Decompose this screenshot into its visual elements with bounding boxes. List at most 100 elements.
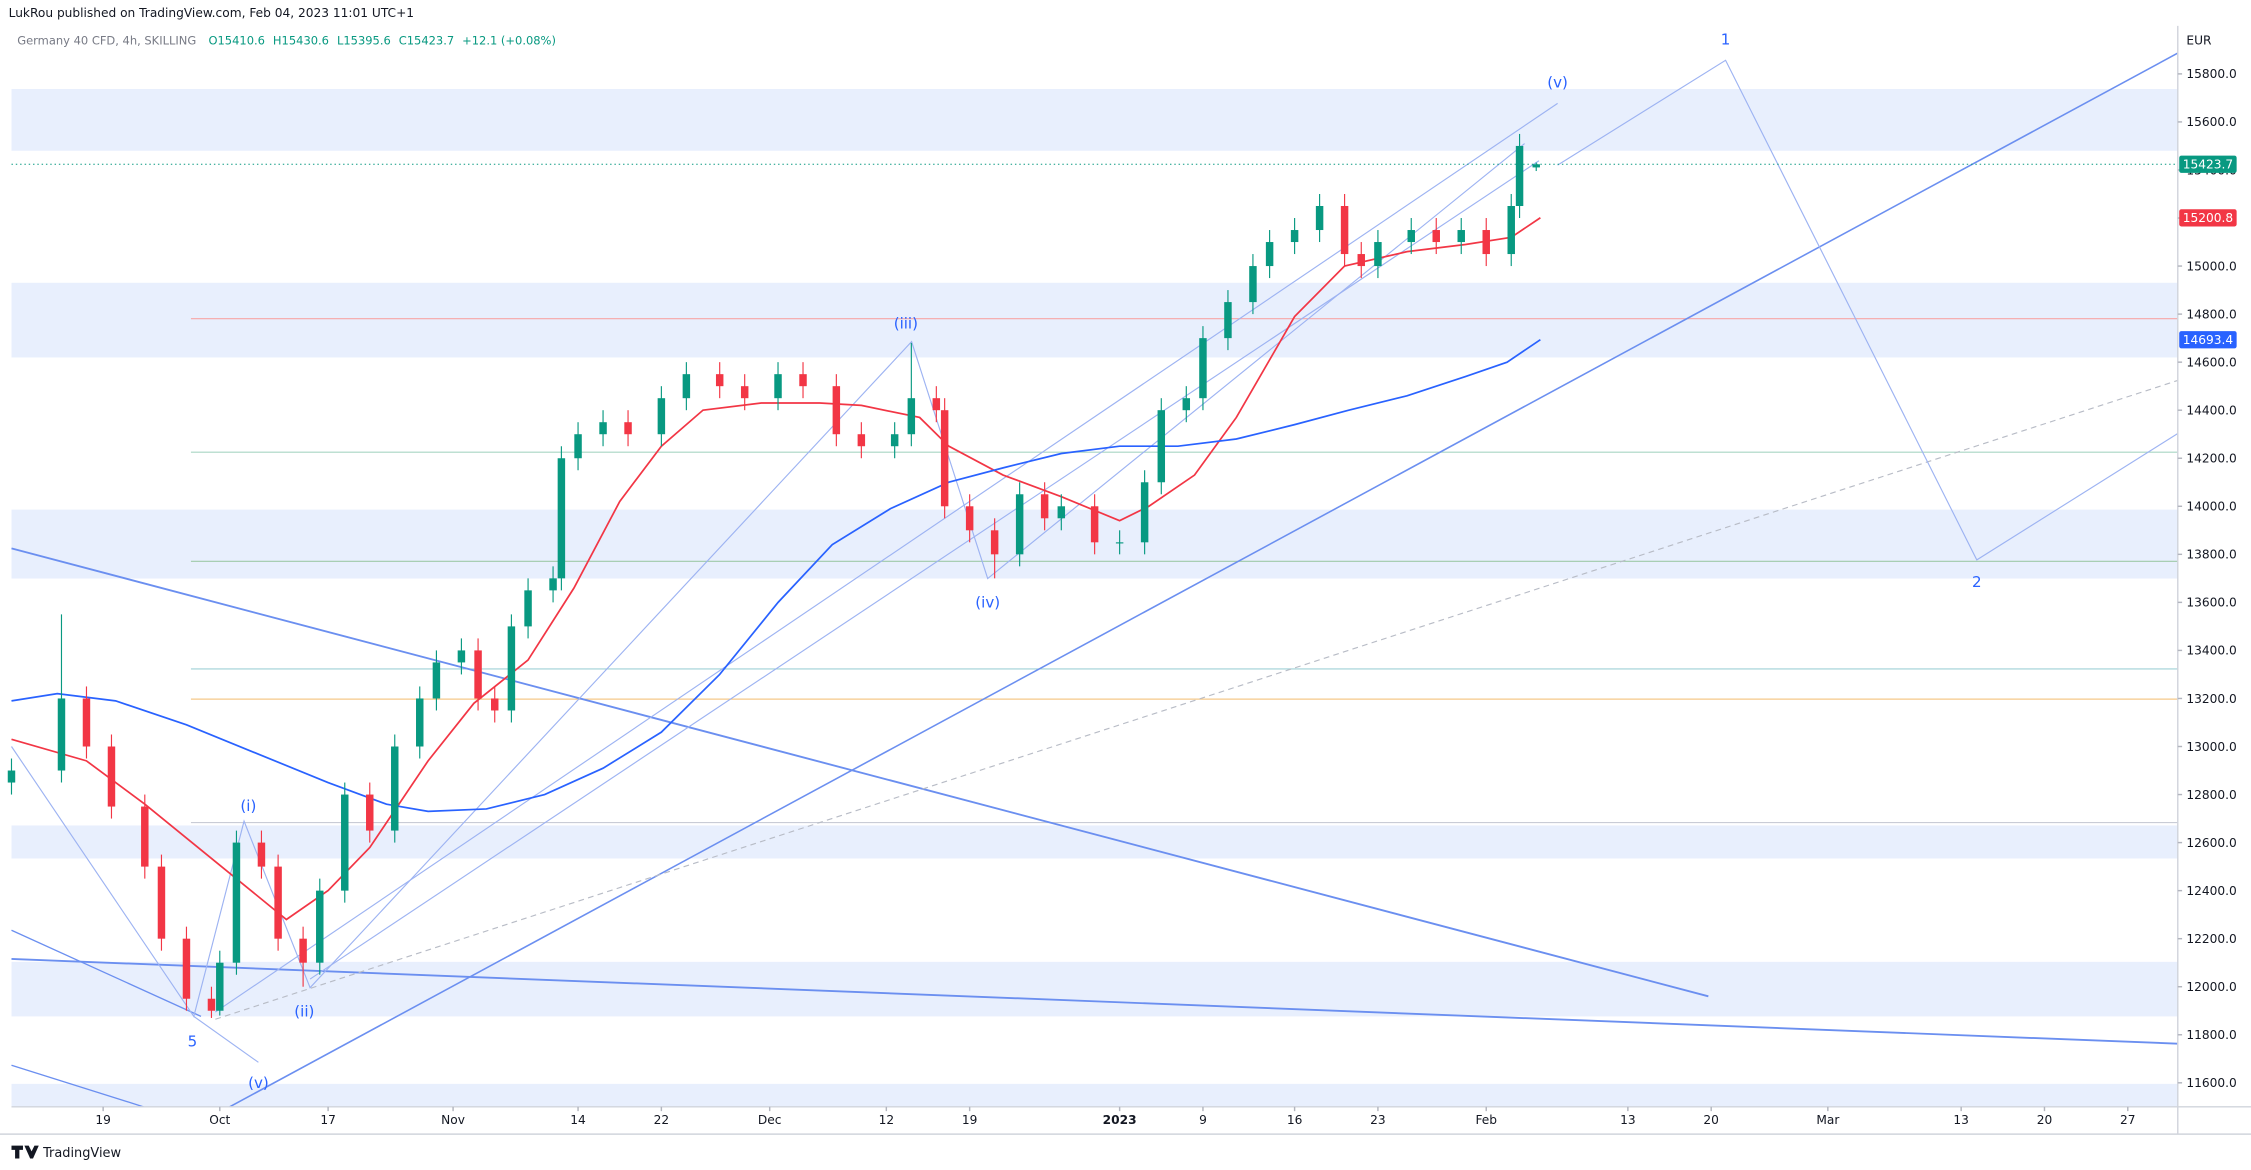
wave-label: 1 (1721, 31, 1731, 49)
y-tick-label: 12800.0 (2186, 788, 2236, 802)
ohlc: C15423.7 (399, 34, 454, 48)
candle-body (457, 650, 466, 663)
moving-average (11, 338, 1541, 813)
price-tag (2179, 155, 2237, 173)
candle-body (549, 578, 557, 591)
symbol-info: Germany 40 CFD, 4h, SKILLING O15410.6 H1… (17, 34, 556, 48)
x-tick-label: 14 (570, 1113, 586, 1127)
x-tick-label: 19 (95, 1113, 111, 1127)
candle-body (1340, 206, 1349, 255)
x-tick-label: 13 (1953, 1113, 1969, 1127)
wave-labels: (i) (ii) (iii) (iv) (v) (v) 5 1 2 (188, 31, 1982, 1093)
y-tick-label: 12400.0 (2186, 884, 2236, 898)
wave-label: (ii) (294, 1002, 314, 1020)
wave-label: (i) (240, 797, 256, 815)
zone (11, 961, 2178, 1017)
dashed-line (215, 379, 2178, 1020)
channel-line (309, 160, 1540, 980)
candle-body (774, 374, 782, 399)
price-tag-label: 15200.8 (2183, 211, 2233, 225)
price-tag-label: 14693.4 (2183, 333, 2234, 347)
candle-body (682, 374, 691, 399)
price-tag (2179, 209, 2237, 227)
candle-body (1315, 206, 1324, 231)
candle-body (82, 698, 91, 747)
change: +12.1 (+0.08%) (462, 34, 556, 48)
y-tick-label: 15800.0 (2186, 67, 2236, 81)
x-tick-label: 27 (2120, 1113, 2136, 1127)
candle-body (1157, 410, 1166, 483)
logo (11, 1145, 39, 1159)
candle-body (157, 866, 166, 939)
x-tick-label: Dec (758, 1113, 782, 1127)
channel-line (215, 102, 1558, 1013)
candle-body (507, 626, 516, 711)
y-tick-label: 13800.0 (2186, 548, 2236, 562)
candle-body (1140, 482, 1149, 543)
candle-body (1015, 494, 1024, 555)
plot (7, 133, 2178, 1018)
candle-body (624, 422, 632, 435)
candle-body (216, 962, 224, 1011)
x-tick-label: 20 (1703, 1113, 1719, 1127)
x-tick-label: Nov (441, 1113, 465, 1127)
footer-brand: TradingView (42, 1146, 121, 1161)
trendline (11, 958, 2178, 1045)
candle-body (657, 398, 666, 435)
ohlc: H15430.6 (273, 34, 329, 48)
candle-body (1265, 242, 1274, 267)
moving-average (11, 217, 1541, 921)
candle-body (715, 374, 724, 387)
x-tick-label: 19 (962, 1113, 978, 1127)
x-tick-label: 23 (1370, 1113, 1386, 1127)
candle-body (1224, 302, 1232, 339)
y-tick-label: 13000.0 (2186, 740, 2236, 754)
levels (190, 318, 2178, 824)
candle-body (932, 398, 941, 411)
candle-body (890, 434, 899, 447)
x-tick-label: Oct (209, 1113, 230, 1127)
candle-body (990, 530, 999, 555)
wave-label: (iii) (894, 315, 918, 333)
candle-body (207, 998, 216, 1011)
candle-body (1432, 230, 1440, 243)
y-tick-label: 15000.0 (2186, 259, 2236, 273)
currency-label: EUR (2186, 34, 2212, 48)
trendlines (11, 52, 2179, 1108)
y-tick-label: 13400.0 (2186, 644, 2236, 658)
zone (11, 1083, 2178, 1107)
x-tick-label: Feb (1475, 1113, 1497, 1127)
y-tick-label: 14000.0 (2186, 500, 2236, 514)
candle-body (740, 386, 749, 399)
y-tick-label: 14600.0 (2186, 355, 2236, 369)
y-tick-label: 12000.0 (2186, 980, 2236, 994)
y-tick-label: 12200.0 (2186, 932, 2236, 946)
candle-body (1199, 338, 1207, 399)
candle-body (574, 434, 582, 459)
candle-body (1482, 230, 1490, 255)
x-tick-label: 13 (1620, 1113, 1636, 1127)
candle-body (474, 650, 482, 699)
y-tick-label: 14200.0 (2186, 452, 2236, 466)
candle-body (141, 806, 149, 867)
wave-label: (v) (248, 1074, 269, 1092)
y-tick-label: 15600.0 (2186, 115, 2236, 129)
candle-body (965, 506, 974, 531)
x-tick-label: 9 (1199, 1113, 1207, 1127)
candle-body (491, 698, 499, 711)
candle-body (107, 746, 116, 807)
candle-body (341, 794, 349, 891)
trendline (229, 52, 2179, 1108)
candle-body (1357, 254, 1365, 267)
candle-body (1290, 230, 1299, 243)
publish-info: LukRou published on TradingView.com, Feb… (9, 6, 414, 20)
candle-body (1090, 506, 1099, 543)
candle-body (1040, 494, 1049, 519)
wave-path (193, 1015, 259, 1063)
candle-body (799, 374, 807, 387)
projection-path (1557, 59, 2179, 561)
ohlc: O15410.6 (208, 34, 264, 48)
trendline (11, 547, 1709, 998)
candle-body (1249, 266, 1257, 303)
